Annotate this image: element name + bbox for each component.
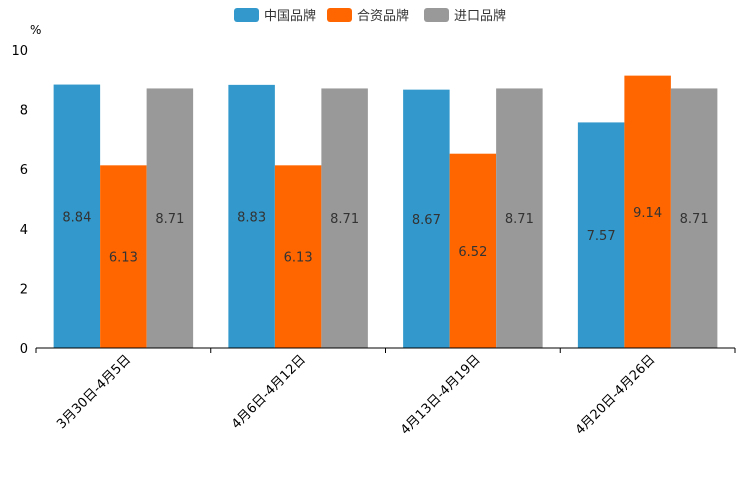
y-tick-label: 8 xyxy=(20,104,28,119)
x-tick-label: 3月30日-4月5日 xyxy=(54,352,134,432)
x-tick-label: 4月20日-4月26日 xyxy=(573,352,659,438)
bar xyxy=(577,122,625,348)
bar xyxy=(624,75,671,349)
legend-swatch-3 xyxy=(424,8,449,22)
y-tick-label: 2 xyxy=(20,282,28,297)
x-tick-label: 4月6日-4月12日 xyxy=(229,352,309,432)
bar-value-label: 6.13 xyxy=(109,251,138,266)
x-axis-ticks: 3月30日-4月5日 4月6日-4月12日 4月13日-4月19日 4月20日-4月2… xyxy=(35,348,736,438)
bar-value-label: 6.13 xyxy=(284,251,313,266)
legend-label-3: 进口品牌 xyxy=(454,8,506,24)
bar xyxy=(100,165,147,348)
legend-label-1: 中国品牌 xyxy=(264,8,316,24)
bar-value-label: 8.67 xyxy=(412,213,441,228)
y-axis-unit-label: % xyxy=(30,23,41,37)
bar-value-label: 7.57 xyxy=(587,229,616,244)
bar-series xyxy=(53,75,718,349)
bar xyxy=(146,88,194,348)
x-tick-label: 4月13日-4月19日 xyxy=(398,352,484,438)
y-tick-label: 4 xyxy=(20,223,28,238)
bar xyxy=(670,88,718,348)
y-axis-ticks: 0 2 4 6 8 10 xyxy=(11,44,28,357)
bar xyxy=(403,89,450,348)
y-tick-label: 6 xyxy=(20,163,28,178)
legend-swatch-2 xyxy=(327,8,352,22)
bar-value-label: 9.14 xyxy=(633,206,662,221)
bar-value-label: 8.83 xyxy=(237,210,266,225)
data-labels: 8.84 6.13 8.71 8.83 6.13 8.71 8.67 6.52 8.71 7.57… xyxy=(62,206,708,266)
bar-value-label: 8.71 xyxy=(330,212,359,227)
bar-value-label: 8.71 xyxy=(155,212,184,227)
legend-label-2: 合资品牌 xyxy=(357,8,409,24)
bar xyxy=(53,84,101,349)
bar-value-label: 8.71 xyxy=(505,212,534,227)
bar xyxy=(228,84,275,348)
bar xyxy=(449,153,497,348)
bar-value-label: 6.52 xyxy=(458,245,487,260)
bar xyxy=(496,88,543,348)
bar xyxy=(321,88,368,348)
y-tick-label: 10 xyxy=(11,44,28,59)
bar-value-label: 8.71 xyxy=(680,212,709,227)
bar xyxy=(274,165,322,348)
y-tick-label: 0 xyxy=(20,342,28,357)
chart-legend: 中国品牌 合资品牌 进口品牌 xyxy=(234,8,506,24)
bar-value-label: 8.84 xyxy=(62,210,91,225)
legend-swatch-1 xyxy=(234,8,259,22)
